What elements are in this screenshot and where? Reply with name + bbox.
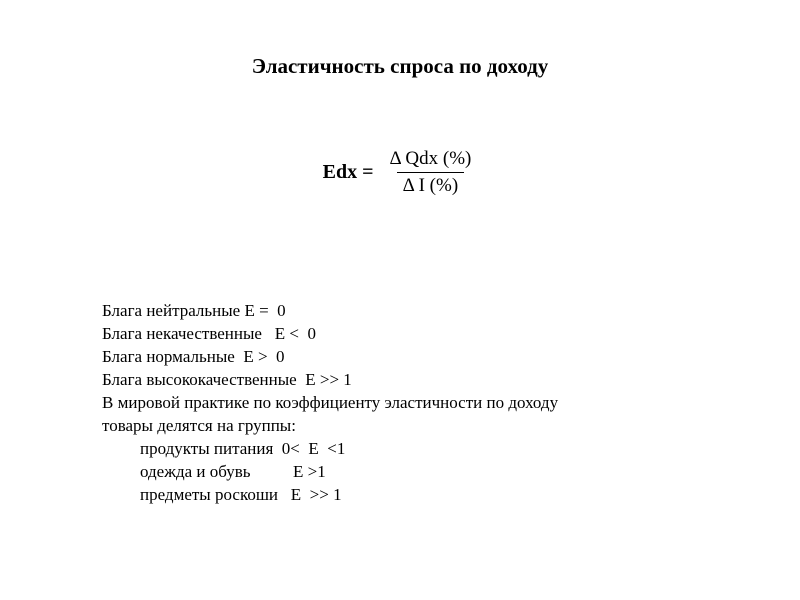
body-line-1: Блага нейтральные Е = 0 <box>102 300 558 323</box>
content-block: Блага нейтральные Е = 0 Блага некачестве… <box>102 300 558 506</box>
page-title: Эластичность спроса по доходу <box>0 54 800 79</box>
body-line-6: товары делятся на группы: <box>102 415 558 438</box>
body-line-4: Блага высококачественные Е >> 1 <box>102 369 558 392</box>
formula-fraction: Δ Qdx (%) Δ I (%) <box>383 148 477 197</box>
body-line-5: В мировой практике по коэффициенту эласт… <box>102 392 558 415</box>
formula-block: Edx = Δ Qdx (%) Δ I (%) <box>0 148 800 197</box>
body-line-9: предметы роскоши Е >> 1 <box>102 484 558 507</box>
formula-denominator: Δ I (%) <box>397 172 464 197</box>
formula-numerator: Δ Qdx (%) <box>383 148 477 172</box>
body-line-2: Блага некачественные Е < 0 <box>102 323 558 346</box>
formula-wrap: Edx = Δ Qdx (%) Δ I (%) <box>323 148 478 197</box>
body-line-7: продукты питания 0< Е <1 <box>102 438 558 461</box>
formula-left: Edx = <box>323 161 374 184</box>
body-line-3: Блага нормальные Е > 0 <box>102 346 558 369</box>
body-line-8: одежда и обувь Е >1 <box>102 461 558 484</box>
